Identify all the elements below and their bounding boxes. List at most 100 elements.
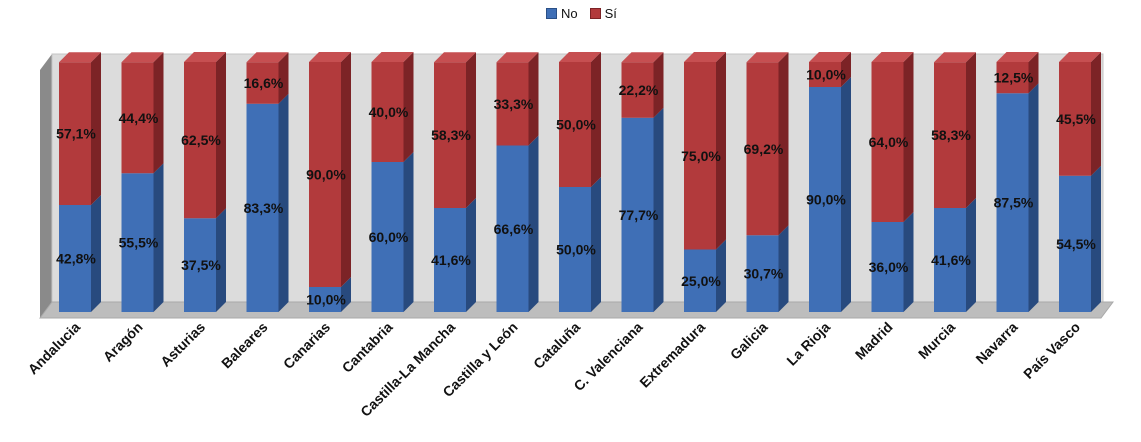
bar-no-side — [841, 77, 851, 312]
bar-si — [1059, 62, 1091, 176]
bar-no — [496, 145, 529, 312]
bar-si-side — [903, 52, 914, 222]
side-wall — [40, 54, 52, 318]
bar-si-side — [716, 52, 726, 250]
bar-no-side — [716, 239, 726, 312]
bar-si-top — [809, 52, 851, 62]
bar-si-side — [966, 52, 976, 208]
bar-no — [371, 162, 404, 312]
data-label-no: 77,7% — [619, 207, 659, 223]
bar-no-side — [966, 198, 976, 312]
data-label-no: 83,3% — [244, 200, 284, 216]
bar-no — [121, 173, 154, 312]
data-label-no: 66,6% — [494, 221, 534, 237]
bar-no-side — [216, 208, 226, 312]
data-label-no: 50,0% — [556, 242, 596, 258]
bar-no — [309, 287, 341, 312]
bar-si — [309, 62, 341, 287]
data-label-no: 55,5% — [119, 235, 159, 251]
data-label-no: 36,0% — [869, 259, 909, 275]
bar-si-top — [1059, 52, 1101, 62]
x-tick-label: Baleares — [218, 319, 271, 372]
bar-si-top — [309, 52, 351, 62]
bar-si — [434, 62, 466, 208]
bar-si-side — [528, 52, 539, 146]
bar-si-top — [746, 52, 789, 63]
bar-si-side — [466, 52, 476, 208]
data-label-si: 75,0% — [681, 148, 721, 164]
legend-label-no: No — [561, 6, 578, 21]
data-label-si: 69,2% — [744, 141, 784, 157]
x-tick-label: Andalucia — [24, 319, 83, 378]
legend: No Sí — [546, 6, 617, 21]
bar-si-top — [871, 52, 914, 62]
bar-no — [746, 235, 779, 312]
bar-no-side — [591, 177, 601, 312]
bar-no-side — [528, 135, 539, 312]
x-tick-label: Galicia — [727, 319, 771, 363]
data-label-no: 42,8% — [56, 251, 96, 267]
x-tick-label: Asturias — [157, 319, 208, 370]
bar-si-top — [934, 52, 976, 63]
data-label-si: 22,2% — [619, 82, 659, 98]
bar-si-side — [841, 52, 851, 87]
bar-si — [746, 62, 779, 236]
bar-si-side — [653, 52, 664, 118]
bar-si-top — [684, 52, 726, 62]
data-label-si: 44,4% — [119, 110, 159, 126]
bar-no — [59, 205, 91, 312]
bar-si-top — [559, 52, 601, 62]
bar-si — [934, 62, 966, 208]
data-label-si: 90,0% — [306, 167, 346, 183]
x-tick-label: Murcia — [915, 319, 958, 362]
data-label-si: 50,0% — [556, 117, 596, 133]
bar-si-top — [59, 52, 101, 63]
legend-label-si: Sí — [604, 6, 617, 21]
bar-no — [1059, 175, 1091, 312]
bar-si — [684, 62, 716, 250]
legend-swatch-si — [589, 8, 601, 19]
bar-no-side — [91, 195, 101, 312]
x-tick-label: Aragón — [100, 319, 146, 365]
x-tick-label: La Rioja — [783, 319, 833, 369]
bar-no-side — [278, 93, 289, 312]
data-label-si: 45,5% — [1056, 111, 1096, 127]
bar-si-side — [278, 52, 289, 104]
x-tick-label: Cantabria — [339, 319, 396, 376]
bar-no — [684, 249, 716, 312]
x-tick-label: Extremadura — [636, 319, 708, 391]
bar-no — [809, 87, 841, 312]
data-label-no: 41,6% — [431, 252, 471, 268]
data-label-si: 57,1% — [56, 126, 96, 142]
bar-si-side — [1091, 52, 1101, 176]
bar-no-side — [153, 163, 164, 312]
legend-item-no: No — [546, 6, 578, 21]
bar-si — [809, 62, 841, 87]
x-tick-label: Cataluña — [530, 319, 583, 372]
bar-si-top — [996, 52, 1039, 62]
bar-no — [184, 218, 216, 312]
x-tick-label: Madrid — [852, 319, 896, 363]
bar-si — [121, 62, 154, 174]
bar-si-side — [216, 52, 226, 219]
bar-no-side — [403, 152, 414, 312]
legend-swatch-no — [546, 8, 557, 19]
data-label-no: 41,6% — [931, 252, 971, 268]
data-label-no: 25,0% — [681, 273, 721, 289]
bar-no — [996, 93, 1029, 312]
x-tick-label: Navarra — [972, 319, 1020, 367]
data-label-si: 58,3% — [931, 127, 971, 143]
bar-si-side — [778, 52, 789, 236]
bar-si — [184, 62, 216, 219]
bar-si-top — [246, 52, 289, 63]
bar-si — [496, 62, 529, 146]
bar-no-side — [903, 212, 914, 312]
bar-si-side — [91, 52, 101, 205]
data-label-no: 10,0% — [306, 292, 346, 308]
bar-si-side — [153, 52, 164, 174]
bar-si — [59, 62, 91, 205]
data-label-no: 87,5% — [994, 195, 1034, 211]
bar-no — [559, 187, 591, 312]
